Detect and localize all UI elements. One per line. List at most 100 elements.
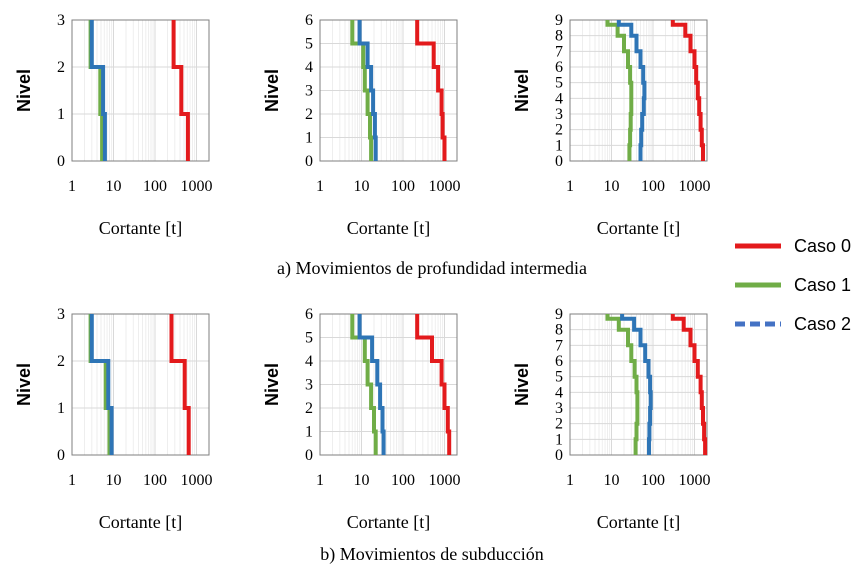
y-axis-label: Nivel xyxy=(512,69,532,112)
series-line-caso-0 xyxy=(415,314,452,455)
y-tick-label: 0 xyxy=(555,153,563,170)
x-tick-label: 1 xyxy=(68,472,76,489)
y-tick-label: 7 xyxy=(555,43,563,60)
y-tick-label: 4 xyxy=(305,353,313,370)
y-tick-label: 1 xyxy=(305,424,313,441)
y-tick-label: 5 xyxy=(555,369,563,386)
series-line-caso-0 xyxy=(670,314,708,455)
x-tick-label: 10 xyxy=(604,178,620,195)
legend-label-caso-0: Caso 0 xyxy=(794,236,851,256)
x-tick-label: 100 xyxy=(143,178,167,195)
y-tick-label: 8 xyxy=(555,322,563,339)
y-tick-label: 1 xyxy=(57,106,65,123)
x-tick-label: 1000 xyxy=(181,472,213,489)
x-tick-label: 1 xyxy=(68,178,76,195)
x-tick-label: 1 xyxy=(566,472,574,489)
series-line-caso-0 xyxy=(169,314,191,455)
x-tick-label: 100 xyxy=(641,472,665,489)
series-line-caso-1 xyxy=(605,314,640,455)
y-tick-label: 1 xyxy=(57,400,65,417)
x-tick-label: 1 xyxy=(316,178,324,195)
x-axis-label: Cortante [t] xyxy=(99,218,182,238)
x-tick-label: 1000 xyxy=(181,178,213,195)
plot-frame xyxy=(569,313,708,456)
y-tick-label: 1 xyxy=(305,130,313,147)
x-tick-label: 1000 xyxy=(679,472,711,489)
legend-label-caso-1: Caso 1 xyxy=(794,275,851,295)
x-tick-label: 10 xyxy=(354,472,370,489)
y-tick-label: 7 xyxy=(555,337,563,354)
y-tick-label: 6 xyxy=(305,306,313,323)
y-tick-label: 0 xyxy=(305,447,313,464)
y-tick-label: 1 xyxy=(555,137,563,154)
legend: Caso 0 Caso 1 Caso 2 xyxy=(735,236,851,334)
y-tick-label: 2 xyxy=(57,353,65,370)
y-tick-label: 6 xyxy=(555,59,563,76)
y-tick-label: 3 xyxy=(555,400,563,417)
series-line-caso-0 xyxy=(415,20,447,161)
y-tick-label: 0 xyxy=(305,153,313,170)
series-line-caso-2 xyxy=(616,20,647,161)
series-line-caso-0 xyxy=(171,20,190,161)
series-line-caso-2 xyxy=(357,314,386,455)
plot-frame xyxy=(319,19,458,162)
legend-label-caso-2: Caso 2 xyxy=(794,314,851,334)
y-tick-label: 2 xyxy=(555,122,563,139)
x-tick-label: 1000 xyxy=(429,472,461,489)
plot-frame xyxy=(71,19,210,162)
y-tick-label: 9 xyxy=(555,306,563,323)
series-line-caso-1 xyxy=(605,20,634,161)
y-tick-label: 0 xyxy=(57,153,65,170)
y-tick-label: 4 xyxy=(555,384,563,401)
series-line-caso-2 xyxy=(357,20,378,161)
y-tick-label: 3 xyxy=(57,12,65,29)
x-tick-label: 10 xyxy=(106,472,122,489)
x-tick-label: 1 xyxy=(566,178,574,195)
y-tick-label: 2 xyxy=(305,400,313,417)
series-line-caso-2 xyxy=(89,314,114,455)
x-tick-label: 100 xyxy=(143,472,167,489)
y-tick-label: 6 xyxy=(305,12,313,29)
y-tick-label: 0 xyxy=(555,447,563,464)
series-line-caso-2 xyxy=(89,20,107,161)
y-tick-label: 0 xyxy=(57,447,65,464)
x-axis-label: Cortante [t] xyxy=(347,218,430,238)
y-tick-label: 3 xyxy=(555,106,563,123)
plot-frame xyxy=(71,313,210,456)
x-axis-label: Cortante [t] xyxy=(597,512,680,532)
y-tick-label: 4 xyxy=(555,90,563,107)
series-line-caso-0 xyxy=(670,20,705,161)
x-tick-label: 1 xyxy=(316,472,324,489)
x-axis-label: Cortante [t] xyxy=(597,218,680,238)
y-tick-label: 2 xyxy=(305,106,313,123)
y-tick-label: 3 xyxy=(57,306,65,323)
x-tick-label: 10 xyxy=(354,178,370,195)
x-axis-label: Cortante [t] xyxy=(347,512,430,532)
x-tick-label: 1000 xyxy=(679,178,711,195)
series-line-caso-2 xyxy=(620,314,653,455)
y-tick-label: 3 xyxy=(305,377,313,394)
y-tick-label: 4 xyxy=(305,59,313,76)
y-tick-label: 5 xyxy=(305,36,313,53)
x-tick-label: 10 xyxy=(604,472,620,489)
x-tick-label: 100 xyxy=(641,178,665,195)
y-axis-label: Nivel xyxy=(14,363,34,406)
y-axis-label: Nivel xyxy=(262,363,282,406)
y-tick-label: 3 xyxy=(305,83,313,100)
x-tick-label: 100 xyxy=(391,472,415,489)
y-axis-label: Nivel xyxy=(262,69,282,112)
y-tick-label: 6 xyxy=(555,353,563,370)
y-tick-label: 8 xyxy=(555,28,563,45)
plot-frame xyxy=(319,313,458,456)
y-tick-label: 2 xyxy=(555,416,563,433)
y-axis-label: Nivel xyxy=(512,363,532,406)
y-tick-label: 1 xyxy=(555,431,563,448)
